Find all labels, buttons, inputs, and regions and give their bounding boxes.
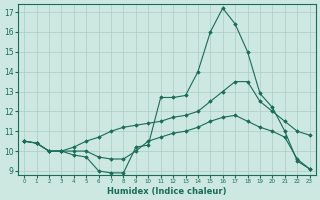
X-axis label: Humidex (Indice chaleur): Humidex (Indice chaleur) bbox=[107, 187, 227, 196]
